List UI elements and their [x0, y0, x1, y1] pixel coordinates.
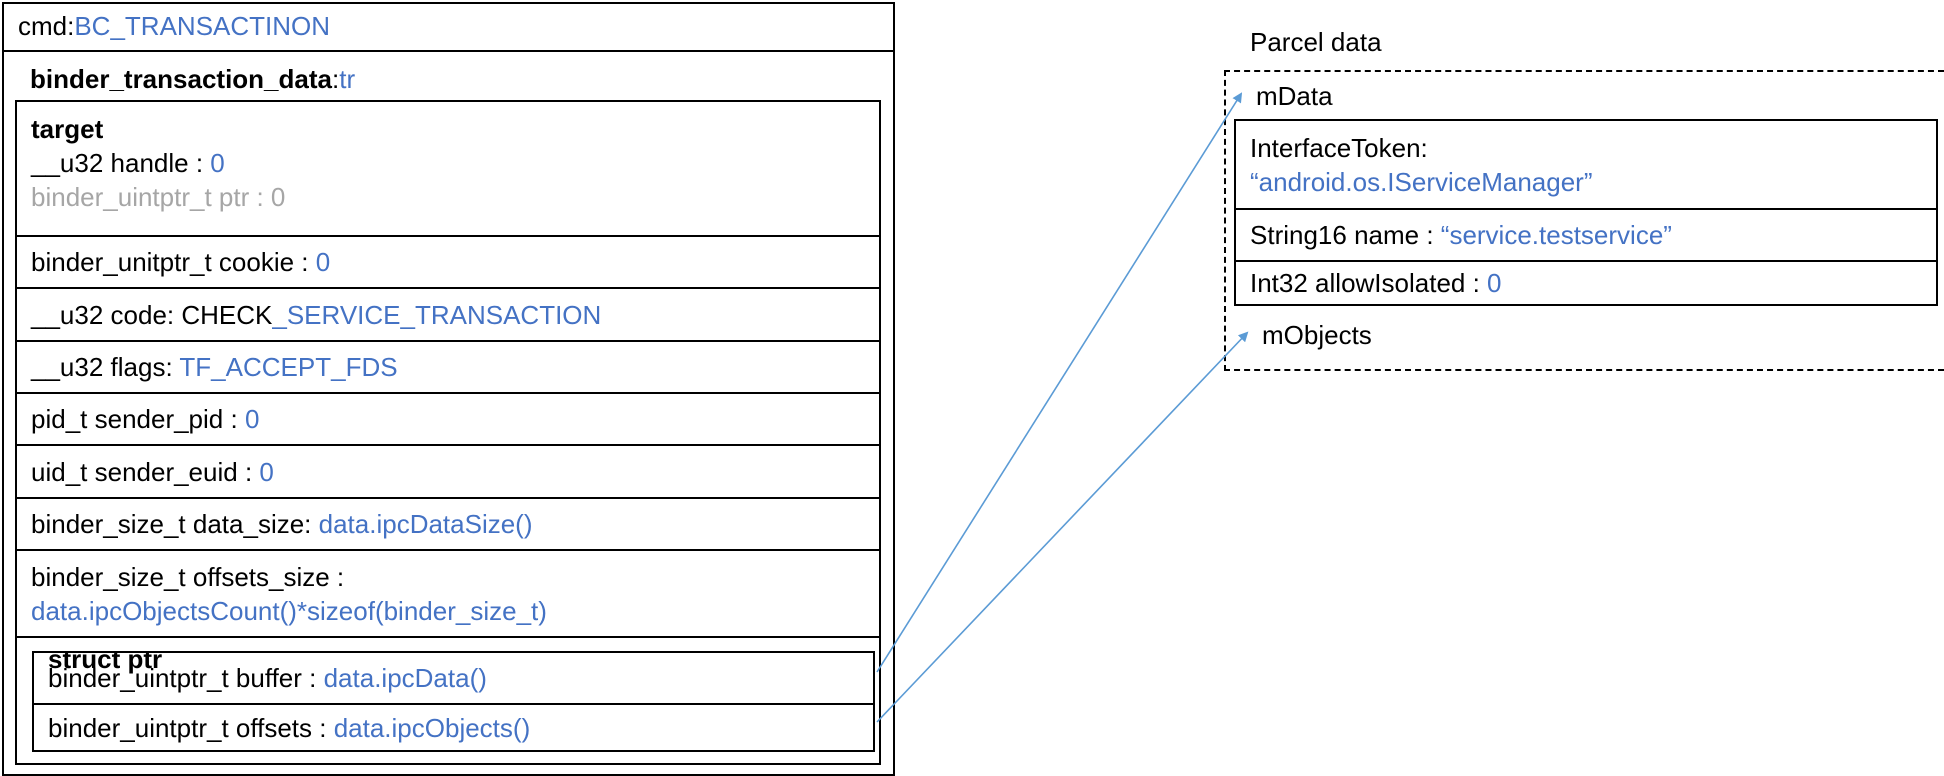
data-size-row: binder_size_t data_size: data.ipcDataSiz… [17, 499, 879, 551]
data-size-label: binder_size_t data_size: [31, 509, 319, 539]
service-name-value: “service.testservice” [1440, 220, 1672, 250]
code-row: __u32 code: CHECK_SERVICE_TRANSACTION [17, 289, 879, 342]
flags-label: __u32 flags: [31, 352, 180, 382]
sender-euid-value: 0 [259, 456, 274, 487]
sender-pid-field: pid_t sender_pid : 0 [31, 402, 879, 436]
allow-isolated-label: Int32 allowIsolated : [1250, 268, 1488, 298]
buffer-field: binder_uintptr_t buffer : data.ipcData() [48, 661, 873, 695]
mdata-label: mData [1256, 81, 1333, 111]
code-field: __u32 code: CHECK_SERVICE_TRANSACTION [31, 298, 879, 332]
sender-pid-value: 0 [244, 404, 260, 434]
sender-pid-row: pid_t sender_pid : 0 [17, 394, 879, 446]
buffer-to-mdata-arrow [876, 92, 1243, 673]
tr-type: binder_transaction_data [30, 64, 332, 94]
code-label: __u32 code: CHECK [31, 299, 273, 330]
cookie-value: 0 [315, 247, 331, 277]
offsets-row: binder_uintptr_t offsets : data.ipcObjec… [34, 705, 873, 750]
code-value: _SERVICE_TRANSACTION [272, 299, 602, 330]
mobjects-label: mObjects [1262, 320, 1372, 350]
handle-label: __u32 handle : [31, 148, 211, 178]
sender-euid-label: uid_t sender_euid : [31, 456, 260, 487]
allow-isolated-value: 0 [1487, 268, 1502, 298]
allow-isolated-row: Int32 allowIsolated : 0 [1236, 262, 1936, 304]
target-heading: target [31, 114, 104, 144]
buffer-value: data.ipcData() [323, 663, 487, 693]
handle-value: 0 [210, 148, 225, 178]
cookie-field: binder_unitptr_t cookie : 0 [31, 245, 879, 279]
transaction-data-fields: target __u32 handle : 0 binder_uintptr_t… [15, 100, 881, 765]
flags-field: __u32 flags: TF_ACCEPT_FDS [31, 350, 879, 384]
transaction-data-title: binder_transaction_data : tr [30, 61, 355, 97]
flags-value: TF_ACCEPT_FDS [179, 352, 398, 382]
data-size-value: data.ipcDataSize() [318, 509, 533, 539]
target-handle: __u32 handle : 0 [31, 146, 879, 180]
allow-isolated-field: Int32 allowIsolated : 0 [1250, 266, 1936, 300]
struct-ptr-row: struct ptr [17, 638, 879, 763]
offsets-label: binder_uintptr_t offsets : [48, 712, 334, 743]
interface-token-value: “android.os.IServiceManager” [1250, 166, 1593, 197]
sender-euid-field: uid_t sender_euid : 0 [31, 455, 879, 489]
struct-ptr-box: binder_uintptr_t buffer : data.ipcData()… [32, 651, 875, 752]
offsets-size-value: data.ipcObjectsCount()*sizeof(binder_siz… [31, 595, 547, 626]
offsets-field: binder_uintptr_t offsets : data.ipcObjec… [48, 711, 873, 745]
struct-ptr-heading: struct ptr [48, 644, 163, 674]
buffer-row: binder_uintptr_t buffer : data.ipcData() [34, 653, 873, 705]
mdata-fields: InterfaceToken: “android.os.IServiceMana… [1234, 119, 1938, 306]
service-name-row: String16 name : “service.testservice” [1236, 210, 1936, 262]
cmd-value: BC_TRANSACTINON [74, 11, 331, 41]
parcel-title: Parcel data [1250, 27, 1382, 57]
offsets-size-row: binder_size_t offsets_size : data.ipcObj… [17, 551, 879, 638]
interface-token-label: InterfaceToken: [1250, 132, 1428, 163]
tr-sep: : [331, 64, 340, 94]
cmd-header: cmd: BC_TRANSACTINON [2, 2, 895, 52]
flags-row: __u32 flags: TF_ACCEPT_FDS [17, 342, 879, 394]
target-ptr: binder_uintptr_t ptr : 0 [31, 182, 286, 212]
offsets-to-mobjects-arrow [876, 331, 1249, 723]
offsets-value: data.ipcObjects() [333, 712, 531, 743]
sender-euid-row: uid_t sender_euid : 0 [17, 446, 879, 499]
interface-token-row: InterfaceToken: “android.os.IServiceMana… [1236, 121, 1936, 210]
tr-name: tr [339, 64, 356, 94]
cookie-row: binder_unitptr_t cookie : 0 [17, 237, 879, 289]
data-size-field: binder_size_t data_size: data.ipcDataSiz… [31, 507, 879, 541]
service-name-field: String16 name : “service.testservice” [1250, 218, 1936, 252]
cmd-label: cmd: [18, 11, 75, 41]
target-row: target __u32 handle : 0 binder_uintptr_t… [17, 102, 879, 237]
service-name-label: String16 name : [1250, 220, 1441, 250]
buffer-label: binder_uintptr_t buffer : [48, 663, 324, 693]
sender-pid-label: pid_t sender_pid : [31, 404, 245, 434]
offsets-size-label: binder_size_t offsets_size : [31, 561, 345, 592]
cookie-label: binder_unitptr_t cookie : [31, 247, 316, 277]
